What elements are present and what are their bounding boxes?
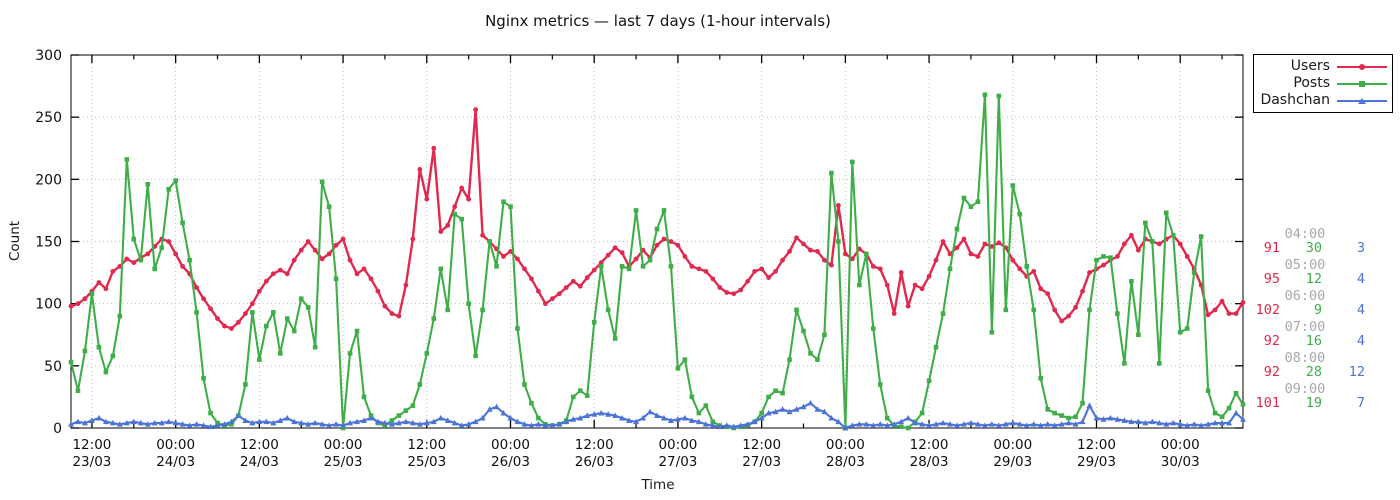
dashchan-value: 12 — [1348, 364, 1365, 380]
svg-text:28/03: 28/03 — [826, 454, 865, 470]
svg-text:12:00: 12:00 — [407, 437, 446, 453]
svg-text:00:00: 00:00 — [993, 437, 1032, 453]
row-time: 05:00 — [1284, 257, 1326, 273]
posts-value: 30 — [1305, 240, 1322, 256]
svg-text:30/03: 30/03 — [1161, 454, 1200, 470]
svg-text:12:00: 12:00 — [575, 437, 614, 453]
table-row: 04:00 91 30 3 — [1248, 227, 1398, 258]
svg-text:0: 0 — [53, 421, 62, 437]
users-line-sample — [1337, 61, 1387, 73]
dashchan-marker-icon — [1358, 97, 1366, 104]
svg-text:12:00: 12:00 — [742, 437, 781, 453]
table-row: 05:00 95 12 4 — [1248, 258, 1398, 289]
posts-line-sample — [1337, 78, 1387, 90]
dashchan-value: 3 — [1356, 240, 1365, 256]
svg-text:12:00: 12:00 — [72, 437, 111, 453]
svg-text:25/03: 25/03 — [324, 454, 363, 470]
svg-text:00:00: 00:00 — [1161, 437, 1200, 453]
row-time: 08:00 — [1284, 350, 1326, 366]
svg-text:300: 300 — [35, 48, 62, 64]
svg-text:50: 50 — [44, 359, 62, 375]
svg-text:26/03: 26/03 — [491, 454, 530, 470]
table-row: 06:00 102 9 4 — [1248, 289, 1398, 320]
svg-text:12:00: 12:00 — [240, 437, 279, 453]
users-value: 101 — [1255, 395, 1280, 411]
svg-text:12:00: 12:00 — [1077, 437, 1116, 453]
svg-text:25/03: 25/03 — [407, 454, 446, 470]
dashchan-value: 4 — [1356, 271, 1365, 287]
legend-label-dashchan: Dashchan — [1260, 92, 1330, 108]
x-axis-label: Time — [641, 477, 675, 493]
users-value: 102 — [1255, 302, 1280, 318]
users-marker-icon — [1359, 63, 1365, 70]
row-time: 07:00 — [1284, 319, 1326, 335]
svg-text:12:00: 12:00 — [910, 437, 949, 453]
svg-text:24/03: 24/03 — [156, 454, 195, 470]
table-row: 09:00 101 19 7 — [1248, 382, 1398, 413]
svg-text:250: 250 — [35, 110, 62, 126]
legend-label-users: Users — [1290, 58, 1330, 74]
svg-text:28/03: 28/03 — [910, 454, 949, 470]
dashchan-value: 7 — [1356, 395, 1365, 411]
dashchan-value: 4 — [1356, 302, 1365, 318]
legend: Users Posts Dashchan — [1253, 54, 1393, 113]
svg-text:100: 100 — [35, 297, 62, 313]
svg-text:00:00: 00:00 — [324, 437, 363, 453]
svg-text:150: 150 — [35, 235, 62, 251]
users-value: 92 — [1263, 333, 1280, 349]
svg-text:00:00: 00:00 — [658, 437, 697, 453]
row-time: 09:00 — [1284, 381, 1326, 397]
svg-text:00:00: 00:00 — [826, 437, 865, 453]
legend-entry-posts: Posts — [1257, 75, 1387, 92]
dashchan-line-sample — [1337, 95, 1387, 107]
posts-marker-icon — [1359, 80, 1365, 87]
svg-text:27/03: 27/03 — [658, 454, 697, 470]
table-row: 08:00 92 28 12 — [1248, 351, 1398, 382]
svg-text:00:00: 00:00 — [156, 437, 195, 453]
table-row: 07:00 92 16 4 — [1248, 320, 1398, 351]
svg-text:23/03: 23/03 — [72, 454, 111, 470]
posts-value: 28 — [1305, 364, 1322, 380]
svg-text:27/03: 27/03 — [742, 454, 781, 470]
legend-entry-users: Users — [1257, 58, 1387, 75]
svg-text:29/03: 29/03 — [993, 454, 1032, 470]
row-time: 04:00 — [1284, 226, 1326, 242]
users-value: 92 — [1263, 364, 1280, 380]
y-axis-label: Count — [7, 220, 23, 262]
svg-text:29/03: 29/03 — [1077, 454, 1116, 470]
legend-entry-dashchan: Dashchan — [1257, 92, 1387, 109]
svg-text:24/03: 24/03 — [240, 454, 279, 470]
legend-label-posts: Posts — [1293, 75, 1330, 91]
svg-text:200: 200 — [35, 172, 62, 188]
row-time: 06:00 — [1284, 288, 1326, 304]
chart-title: Nginx metrics — last 7 days (1-hour inte… — [485, 12, 831, 30]
posts-value: 16 — [1305, 333, 1322, 349]
posts-value: 19 — [1305, 395, 1322, 411]
users-value: 95 — [1263, 271, 1280, 287]
posts-value: 9 — [1313, 302, 1322, 318]
recent-values-table: 04:00 91 30 3 05:00 95 12 4 06:00 102 9 4 07:0… — [1248, 227, 1398, 413]
svg-text:26/03: 26/03 — [575, 454, 614, 470]
users-value: 91 — [1263, 240, 1280, 256]
dashchan-value: 4 — [1356, 333, 1365, 349]
posts-value: 12 — [1305, 271, 1322, 287]
svg-text:00:00: 00:00 — [491, 437, 530, 453]
